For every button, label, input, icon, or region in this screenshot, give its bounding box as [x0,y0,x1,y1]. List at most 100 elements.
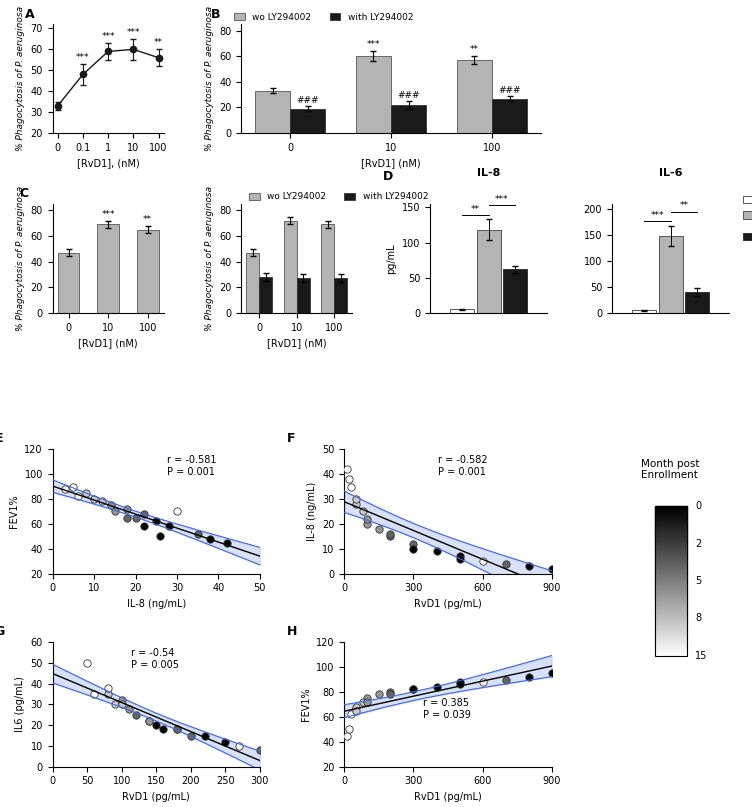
Point [408,542,420,555]
X-axis label: [RvD1] (nM): [RvD1] (nM) [78,338,138,348]
Point [109,698,121,711]
Bar [655,650,687,651]
Bar [655,512,687,514]
Bar [655,596,687,597]
Text: ***: *** [102,210,115,219]
Text: ***: *** [650,211,664,220]
Bar [137,229,159,313]
Text: **: ** [471,205,480,214]
Bar [655,576,687,578]
Bar [655,615,687,617]
Point [362,696,374,709]
Point [199,729,211,742]
Bar [655,506,687,655]
Bar [655,595,687,596]
Bar [655,638,687,639]
Text: **: ** [154,38,163,48]
Bar [655,567,687,569]
Point [102,688,114,700]
Text: **: ** [143,215,152,224]
Point [362,512,374,525]
Point [373,522,385,535]
Text: r = -0.54
P = 0.005: r = -0.54 P = 0.005 [132,648,180,670]
Text: ###: ### [499,86,521,94]
Y-axis label: pg/mL: pg/mL [386,243,396,274]
Point [68,480,80,493]
Point [408,537,420,550]
Y-axis label: % Phagocytosis of P. aeruginosa: % Phagocytosis of P. aeruginosa [16,6,25,151]
Point [341,462,353,475]
Point [220,536,232,549]
Legend: NO PA, PA+Veh, PA+RvD1
(10 nM): NO PA, PA+Veh, PA+RvD1 (10 nM) [740,192,752,249]
Point [129,709,141,721]
Bar [655,623,687,624]
Point [523,671,535,684]
Bar [655,574,687,575]
Bar [655,514,687,516]
Text: ***: *** [496,195,508,204]
Point [105,499,117,512]
Point [345,480,357,493]
Bar [655,555,687,557]
X-axis label: IL-8 (ng/mL): IL-8 (ng/mL) [126,599,186,609]
Bar [655,516,687,518]
Point [546,667,558,679]
Point [343,473,355,486]
Bar [655,557,687,558]
Text: 15: 15 [695,650,708,661]
Bar [655,518,687,520]
Bar [655,508,687,509]
Bar [290,109,326,133]
Bar [655,520,687,521]
Bar [655,583,687,584]
Bar [655,565,687,566]
Bar [655,602,687,604]
Bar [655,636,687,638]
Point [123,702,135,715]
Point [80,487,92,500]
Bar [655,600,687,602]
Point [121,503,133,516]
Point [116,694,128,707]
Point [384,688,396,701]
Bar [655,572,687,574]
Bar [655,542,687,544]
Bar [259,277,272,313]
Bar [456,60,492,133]
Bar [655,614,687,615]
Text: **: ** [680,202,689,211]
Text: B: B [211,8,221,21]
Bar [655,587,687,588]
Bar [655,530,687,532]
Point [150,719,162,732]
Text: ###: ### [296,96,319,105]
Text: Month post
Enrollment: Month post Enrollment [641,458,699,480]
Text: F: F [287,432,295,445]
Point [138,520,150,533]
Bar [655,571,687,572]
Bar [655,563,687,565]
Point [254,743,266,756]
Y-axis label: FEV1%: FEV1% [9,495,19,529]
Point [121,511,133,524]
Bar [97,224,119,313]
Bar [655,546,687,548]
Bar [655,630,687,632]
Point [192,528,204,541]
Point [499,558,511,571]
Bar [655,554,687,555]
Bar [655,604,687,606]
Bar [655,560,687,562]
X-axis label: [RvD1] (nM): [RvD1] (nM) [361,158,421,169]
Bar [655,609,687,611]
Y-axis label: IL-8 (ng/mL): IL-8 (ng/mL) [307,482,317,541]
Bar [655,592,687,593]
X-axis label: RvD1 (pg/mL): RvD1 (pg/mL) [123,792,190,802]
Point [453,552,465,565]
Bar [284,220,297,313]
Point [350,705,362,717]
Point [453,678,465,691]
Point [109,505,121,518]
Point [138,508,150,521]
Point [362,517,374,530]
